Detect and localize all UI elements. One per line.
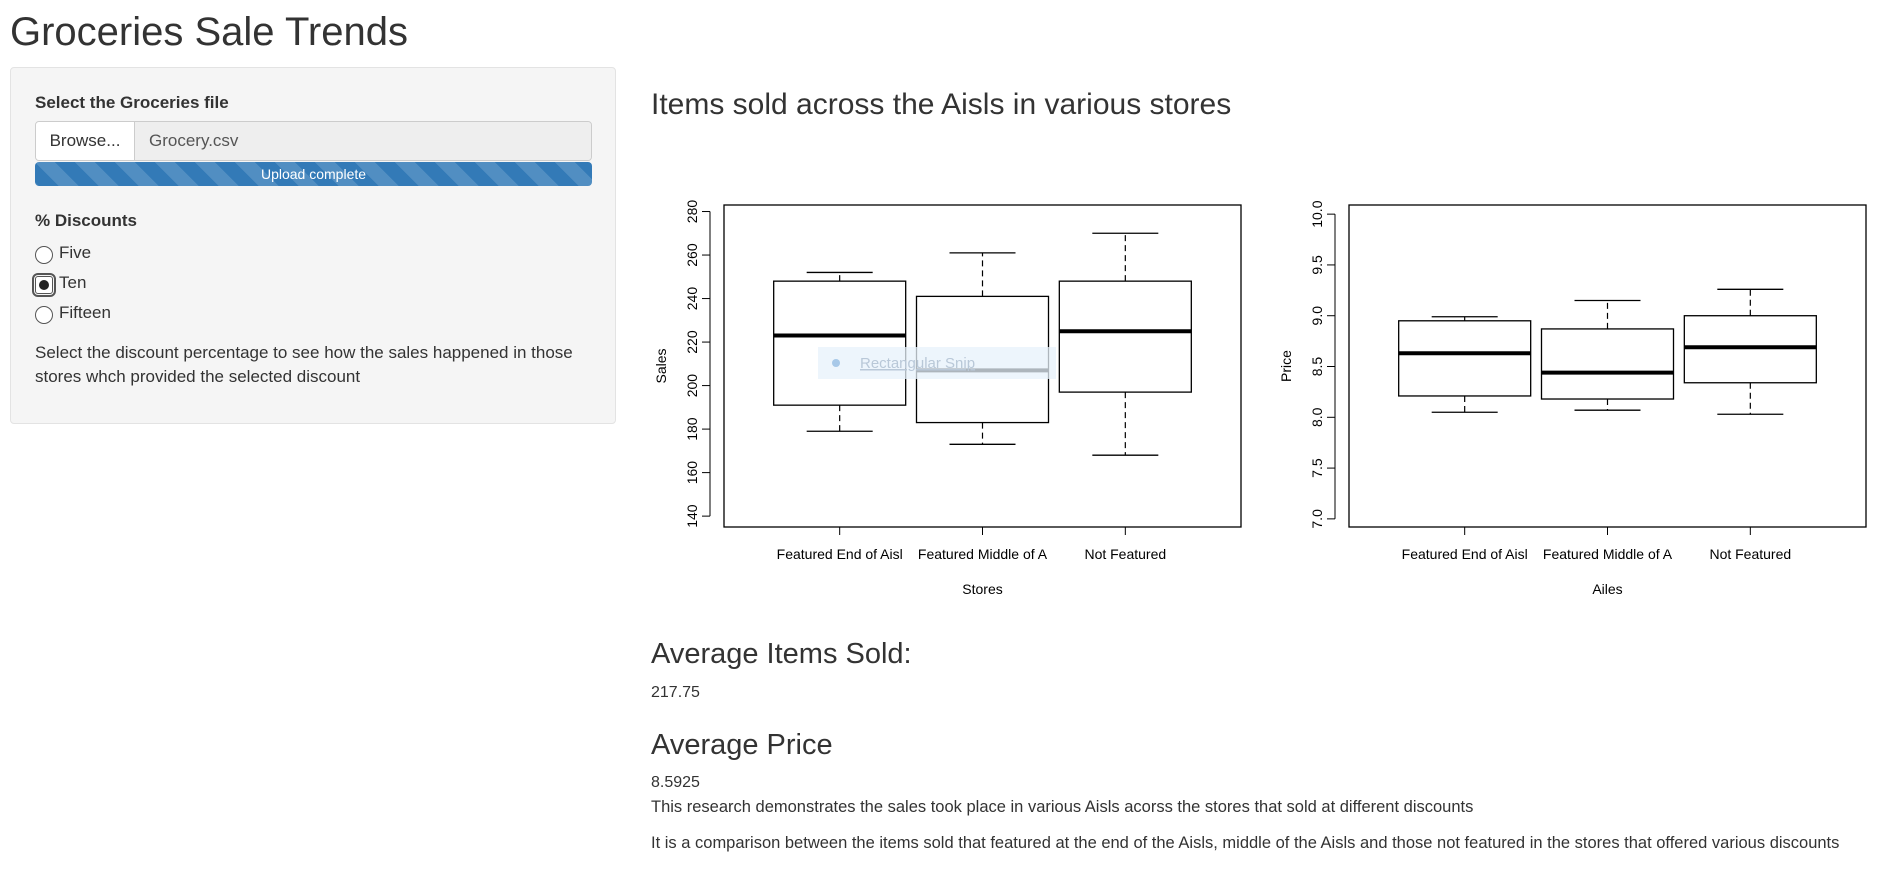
radio-selected-dot	[39, 280, 49, 290]
y-tick-label: 180	[684, 417, 700, 441]
sidebar-panel: Select the Groceries file Browse... Uplo…	[10, 67, 616, 424]
average-price-heading: Average Price	[651, 729, 833, 761]
y-tick-label: 220	[684, 330, 700, 354]
box-iqr	[1540, 328, 1675, 400]
y-tick-label: 10.0	[1309, 200, 1325, 227]
y-tick-label: 9.5	[1309, 255, 1325, 275]
x-tick-label: Featured Middle of A	[918, 546, 1048, 562]
y-tick-label: 7.5	[1309, 458, 1325, 478]
app-title: Groceries Sale Trends	[10, 10, 408, 54]
y-tick-label: 200	[684, 374, 700, 398]
file-input-group: Browse...	[35, 121, 592, 161]
y-tick-label: 8.0	[1309, 407, 1325, 427]
file-input-label: Select the Groceries file	[35, 93, 229, 112]
y-axis-title: Price	[1278, 350, 1294, 382]
y-tick-label: 280	[684, 200, 700, 224]
x-axis-title: Ailes	[1592, 581, 1622, 597]
y-tick-label: 260	[684, 243, 700, 267]
browse-button[interactable]: Browse...	[36, 122, 135, 160]
box-iqr	[1683, 315, 1817, 384]
upload-progress-bar: Upload complete	[35, 162, 592, 186]
research-comparison-line: It is a comparison between the items sol…	[651, 834, 1840, 852]
y-tick-label: 9.0	[1309, 306, 1325, 326]
tooltip-box	[818, 347, 1056, 379]
radio-ten[interactable]	[32, 273, 56, 297]
tooltip-text: Rectangular Snip	[860, 355, 975, 372]
boxplot-area: 140 160 180 200 220 240 260 280 Sales Featured En…	[653, 200, 1867, 597]
upload-status-text: Upload complete	[260, 166, 367, 182]
radio-fifteen[interactable]	[35, 306, 53, 324]
y-tick-label: 7.0	[1309, 509, 1325, 529]
radio-five[interactable]	[35, 246, 53, 264]
tooltip-icon	[832, 359, 840, 367]
discount-label: % Discounts	[35, 211, 138, 230]
y-axis-title: Sales	[653, 348, 669, 383]
research-summary-line: This research demonstrates the sales too…	[651, 798, 1474, 816]
radio-label-ten[interactable]: Ten	[59, 273, 87, 292]
average-items-value: 217.75	[651, 684, 700, 701]
average-items-heading: Average Items Sold:	[651, 638, 912, 670]
radio-label-fifteen[interactable]: Fifteen	[59, 303, 111, 322]
chart-frame	[1348, 204, 1867, 528]
average-price-value: 8.5925	[651, 774, 700, 791]
y-tick-label: 140	[684, 504, 700, 528]
file-name-field[interactable]	[135, 122, 591, 160]
box-iqr	[1398, 320, 1532, 397]
box-iqr	[1058, 280, 1192, 393]
x-axis-title: Stores	[962, 581, 1002, 597]
y-tick-label: 8.5	[1309, 357, 1325, 377]
discount-help-text: Select the discount percentage to see ho…	[35, 343, 573, 386]
x-tick-label: Featured End of Aisl	[1402, 546, 1528, 562]
x-tick-label: Not Featured	[1084, 546, 1166, 562]
x-tick-label: Featured Middle of A	[1543, 546, 1673, 562]
y-tick-label: 240	[684, 287, 700, 311]
x-tick-label: Featured End of Aisl	[777, 546, 903, 562]
x-tick-label: Not Featured	[1709, 546, 1791, 562]
box-iqr	[773, 280, 907, 406]
plot-heading: Items sold across the Aisls in various s…	[651, 88, 1232, 121]
radio-label-five[interactable]: Five	[59, 243, 92, 262]
y-tick-label: 160	[684, 461, 700, 485]
